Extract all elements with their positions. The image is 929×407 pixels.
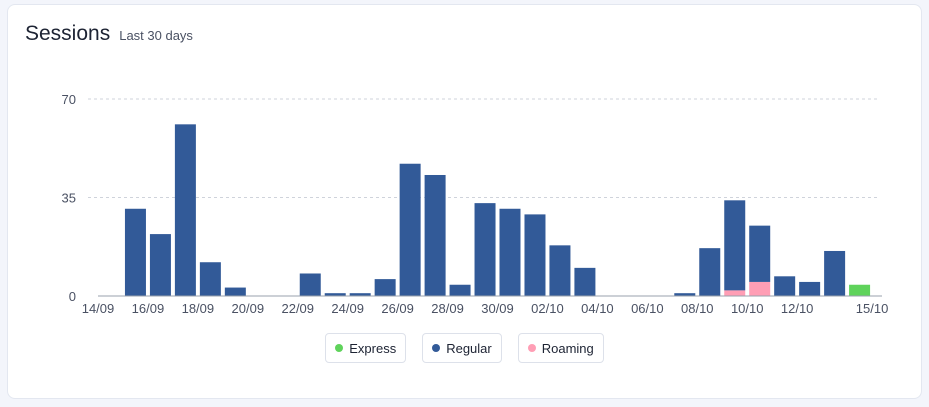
bar-regular[interactable]	[174, 124, 196, 296]
legend-item-express[interactable]: Express	[325, 333, 407, 363]
y-tick-label: 0	[69, 289, 76, 304]
bar-regular[interactable]	[499, 208, 521, 296]
card-header: Sessions Last 30 days	[25, 22, 193, 46]
bar-roaming[interactable]	[749, 281, 771, 296]
bar-regular[interactable]	[749, 225, 771, 282]
x-tick-label: 22/09	[281, 301, 314, 316]
x-tick-label: 20/09	[232, 301, 265, 316]
x-tick-label: 02/10	[531, 301, 564, 316]
bar-express[interactable]	[849, 284, 871, 296]
bar-regular[interactable]	[349, 293, 371, 296]
bar-regular[interactable]	[724, 200, 746, 291]
x-tick-label: 15/10	[856, 301, 889, 316]
bar-regular[interactable]	[224, 287, 246, 296]
x-tick-label: 24/09	[331, 301, 364, 316]
x-tick-label: 16/09	[132, 301, 165, 316]
legend-item-regular[interactable]: Regular	[422, 333, 502, 363]
bar-regular[interactable]	[424, 174, 446, 296]
bar-regular[interactable]	[524, 214, 546, 296]
x-tick-label: 08/10	[681, 301, 714, 316]
bar-regular[interactable]	[449, 284, 471, 296]
legend-swatch	[335, 344, 344, 352]
bar-regular[interactable]	[124, 208, 146, 296]
bar-regular[interactable]	[699, 248, 721, 296]
legend-label: Regular	[446, 340, 492, 356]
bar-regular[interactable]	[299, 273, 321, 296]
x-tick-label: 14/09	[82, 301, 115, 316]
bar-regular[interactable]	[799, 281, 821, 296]
y-tick-label: 70	[62, 92, 76, 107]
x-tick-label: 18/09	[182, 301, 215, 316]
bar-regular[interactable]	[474, 203, 496, 296]
card-subtitle: Last 30 days	[119, 28, 193, 43]
bar-roaming[interactable]	[724, 290, 746, 296]
legend-swatch	[432, 344, 441, 352]
x-tick-label: 10/10	[731, 301, 764, 316]
legend-label: Roaming	[541, 340, 594, 356]
chart-legend: Express Regular Roaming	[0, 333, 929, 363]
x-tick-label: 30/09	[481, 301, 514, 316]
x-tick-label: 12/10	[781, 301, 814, 316]
x-tick-label: 06/10	[631, 301, 664, 316]
bar-regular[interactable]	[774, 276, 796, 296]
bar-regular[interactable]	[399, 163, 421, 296]
bar-regular[interactable]	[574, 267, 596, 296]
x-tick-label: 04/10	[581, 301, 614, 316]
legend-swatch	[527, 344, 536, 352]
x-tick-label: 26/09	[381, 301, 414, 316]
x-tick-label: 28/09	[431, 301, 464, 316]
card-title: Sessions	[25, 22, 111, 45]
bar-regular[interactable]	[324, 293, 346, 296]
bar-regular[interactable]	[549, 245, 571, 296]
legend-item-roaming[interactable]: Roaming	[517, 333, 604, 363]
bar-regular[interactable]	[374, 279, 396, 296]
legend-label: Express	[349, 340, 397, 356]
bar-regular[interactable]	[199, 262, 221, 296]
bar-regular[interactable]	[824, 250, 846, 296]
bar-regular[interactable]	[149, 234, 171, 296]
bar-regular[interactable]	[674, 293, 696, 296]
y-tick-label: 35	[62, 191, 76, 206]
